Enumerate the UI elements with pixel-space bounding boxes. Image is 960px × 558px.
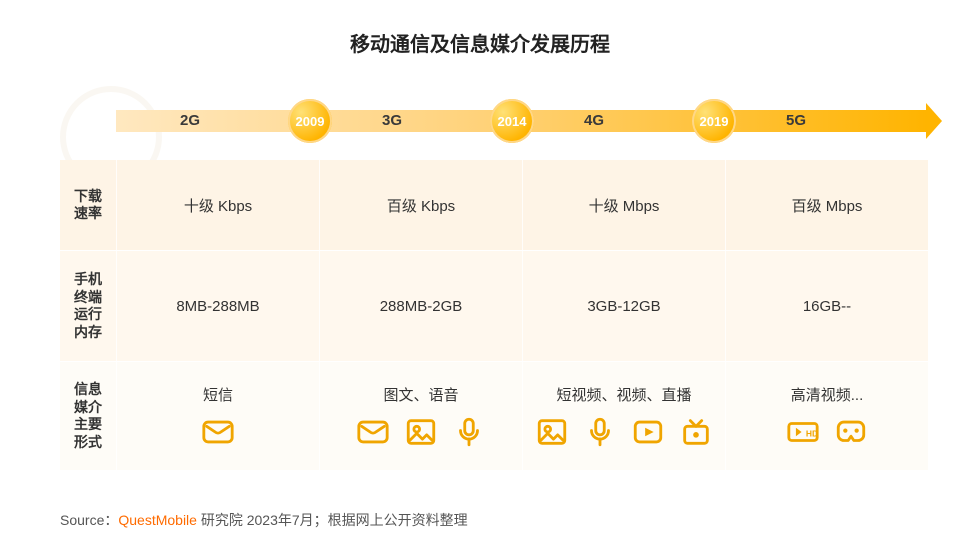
year-node-2019: 2019 — [692, 99, 736, 143]
row-ram: 手机终端运行内存 8MB-288MB 288MB-2GB 3GB-12GB 16… — [60, 251, 928, 362]
icon-row-4g — [535, 415, 713, 449]
mic-icon — [583, 415, 617, 449]
row-speed: 下载速率 十级 Kbps 百级 Kbps 十级 Mbps 百级 Mbps — [60, 160, 928, 251]
cell-media-3g: 图文、语音 — [319, 362, 522, 470]
source-brand: QuestMobile — [118, 512, 197, 528]
cell-ram-3g: 288MB-2GB — [319, 251, 522, 361]
media-text-2g: 短信 — [203, 384, 233, 405]
source-line: Source：QuestMobile 研究院 2023年7月；根据网上公开资料整… — [60, 510, 468, 530]
cell-media-4g: 短视频、视频、直播 — [522, 362, 725, 470]
mail-icon — [356, 415, 390, 449]
gen-label-4g: 4G — [584, 110, 604, 132]
year-node-2009: 2009 — [288, 99, 332, 143]
icon-row-2g — [201, 415, 235, 449]
page-title: 移动通信及信息媒介发展历程 — [0, 0, 960, 57]
hd-play-icon: HD — [786, 415, 820, 449]
image-icon — [404, 415, 438, 449]
row-label-ram: 手机终端运行内存 — [60, 251, 116, 361]
cell-speed-5g: 百级 Mbps — [725, 160, 928, 250]
cell-ram-4g: 3GB-12GB — [522, 251, 725, 361]
row-label-speed: 下载速率 — [60, 160, 116, 250]
svg-text:HD: HD — [806, 428, 818, 438]
cell-ram-2g: 8MB-288MB — [116, 251, 319, 361]
play-icon — [631, 415, 665, 449]
source-suffix: 研究院 2023年7月；根据网上公开资料整理 — [197, 512, 468, 528]
cell-media-2g: 短信 — [116, 362, 319, 470]
cell-speed-4g: 十级 Mbps — [522, 160, 725, 250]
media-text-3g: 图文、语音 — [383, 384, 458, 405]
mail-icon — [201, 415, 235, 449]
live-icon — [679, 415, 713, 449]
icon-row-3g — [356, 415, 486, 449]
gen-label-2g: 2G — [180, 110, 200, 132]
vr-icon — [834, 415, 868, 449]
mic-icon — [452, 415, 486, 449]
gen-label-3g: 3G — [382, 110, 402, 132]
icon-row-5g: HD — [786, 415, 868, 449]
gen-label-5g: 5G — [786, 110, 806, 132]
cell-speed-2g: 十级 Kbps — [116, 160, 319, 250]
year-label: 2009 — [296, 114, 325, 129]
year-label: 2014 — [498, 114, 527, 129]
year-node-2014: 2014 — [490, 99, 534, 143]
year-label: 2019 — [700, 114, 729, 129]
timeline: 2G 3G 4G 5G 2009 2014 2019 — [60, 92, 928, 148]
media-text-4g: 短视频、视频、直播 — [556, 384, 691, 405]
cell-ram-5g: 16GB-- — [725, 251, 928, 361]
cell-media-5g: 高清视频... HD — [725, 362, 928, 470]
image-icon — [535, 415, 569, 449]
row-label-media: 信息媒介主要形式 — [60, 362, 116, 470]
source-prefix: Source： — [60, 512, 118, 528]
row-media: 信息媒介主要形式 短信 图文、语音 短视频、视频、直播 — [60, 362, 928, 471]
cell-speed-3g: 百级 Kbps — [319, 160, 522, 250]
media-text-5g: 高清视频... — [791, 384, 864, 405]
data-grid: 下载速率 十级 Kbps 百级 Kbps 十级 Mbps 百级 Mbps 手机终… — [60, 160, 928, 471]
